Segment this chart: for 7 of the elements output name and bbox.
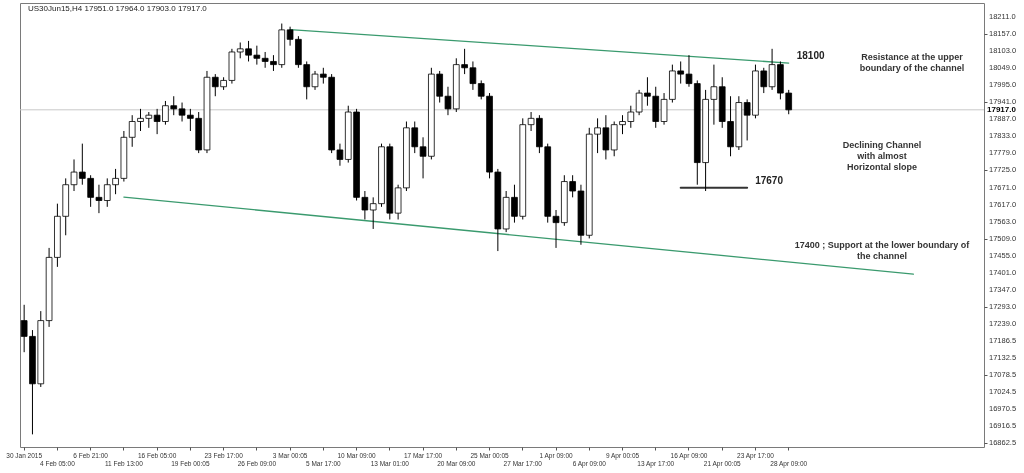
series-label: 17670	[755, 174, 784, 186]
ref-line-label: 17917.0	[987, 104, 1017, 114]
annotation: Resistance at the upper boundary of the channel	[859, 52, 965, 73]
chart-title: US30Jun15,H4 17951.0 17964.0 17903.0 17917.0	[28, 4, 208, 13]
annotation: Declining Channel with almost Horizontal slope	[842, 140, 922, 172]
annotation: 17400 ; Support at the lower boundary of the channel	[794, 240, 971, 261]
series-label: 18100	[796, 50, 825, 62]
